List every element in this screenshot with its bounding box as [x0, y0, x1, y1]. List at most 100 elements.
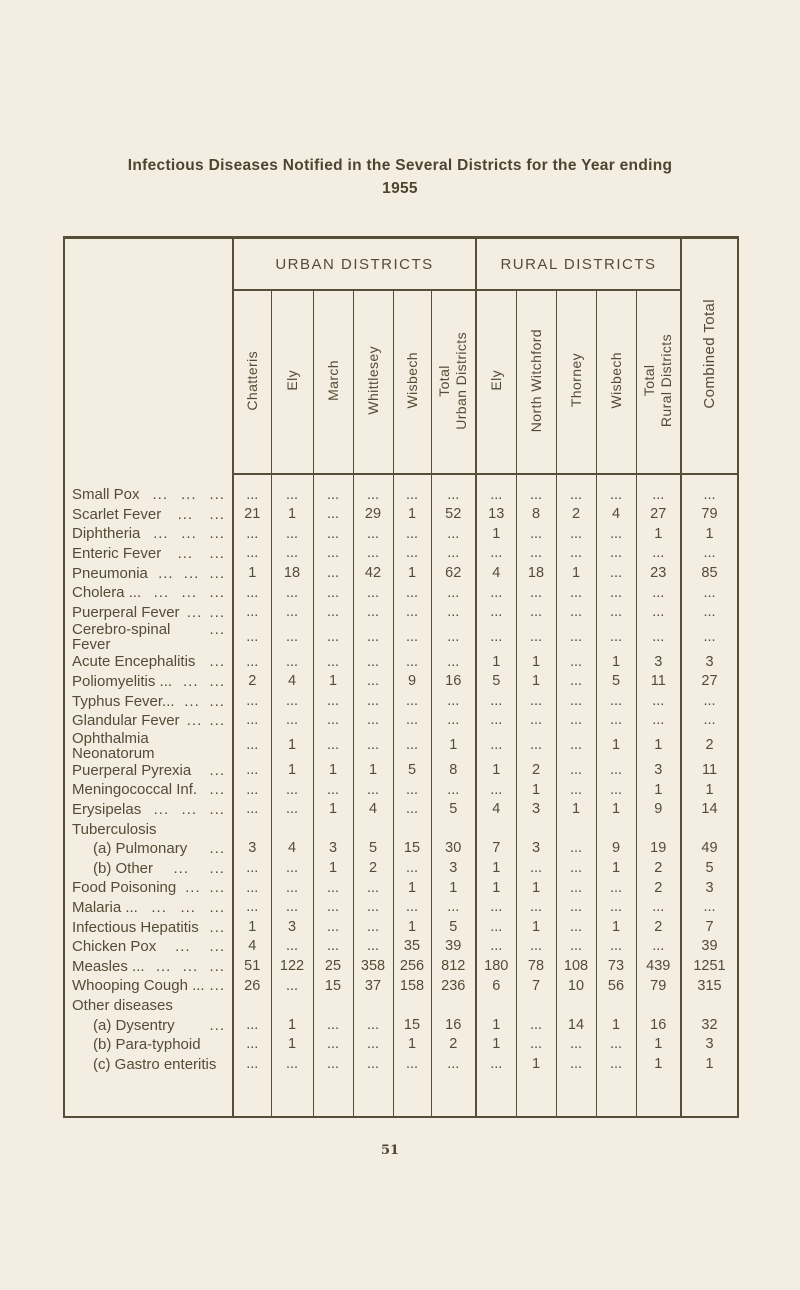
dot-leader: ... [177, 505, 194, 523]
data-cell-ely-rural: 1 [475, 878, 516, 898]
dot-leader: ... [209, 801, 225, 819]
data-cell-north-witchford: ... [515, 691, 556, 711]
table-row: Puerperal Pyrexia...... 1 1 1 5 8 1 2...... 3 11 [63, 760, 738, 781]
data-cell-whittlesey: ... [352, 1034, 393, 1055]
data-cell-march: ... [312, 563, 353, 583]
data-cell-chatteris: 1 [232, 563, 271, 583]
data-cell-north-witchford [515, 819, 556, 839]
column-header-label-north-witchford: North Witchford [527, 328, 544, 433]
data-cell-ely-rural: 13 [475, 504, 516, 525]
row-label-text: Erysipelas [72, 801, 142, 819]
data-cell-total-rural: ... [635, 710, 681, 731]
dot-leader: ... [186, 712, 203, 730]
table-row: Chicken Pox...... 4......... 35 39.........… [63, 936, 738, 957]
data-cell-total-urban: 3 [430, 858, 476, 879]
dot-leader: ... [209, 653, 225, 671]
data-cell-thorney: ... [555, 622, 596, 653]
data-cell-ely-urban: 1 [270, 504, 313, 525]
row-label-text: Chicken Pox [72, 938, 157, 956]
data-cell-wisbech-urban: 1 [392, 878, 431, 898]
data-cell-combined-total: 39 [680, 936, 738, 957]
dot-leader: ... [209, 545, 225, 563]
table-row: (a) Dysentry...... 1...... 15 16 1... 14 1 16 32 [63, 1015, 738, 1035]
dot-leader: ... [158, 564, 174, 582]
data-cell-march: 1 [312, 671, 353, 692]
disease-label-cell [63, 1074, 233, 1118]
data-cell-total-urban: ... [430, 543, 476, 564]
data-cell-total-rural: 27 [635, 504, 681, 525]
data-cell-ely-rural: 1 [475, 760, 516, 781]
data-cell-total-rural: 1 [635, 524, 681, 544]
disease-label-cell: Chicken Pox...... [63, 936, 233, 957]
disease-label: Small Pox......... [72, 487, 225, 502]
disease-label-cell: Meningococcal Inf.... [63, 780, 233, 800]
disease-label: Measles ............ [72, 959, 225, 974]
data-cell-wisbech-rural: ... [595, 760, 636, 781]
data-cell-ely-rural: 5 [475, 671, 516, 692]
data-cell-ely-rural: 4 [475, 563, 516, 583]
data-cell-whittlesey: ... [352, 730, 393, 761]
disease-label: Enteric Fever...... [72, 546, 225, 561]
data-cell-ely-rural: 7 [475, 838, 516, 859]
row-label-text: Malaria ... [72, 898, 138, 916]
data-cell-total-urban: 236 [430, 976, 476, 996]
data-cell-ely-urban: 122 [270, 956, 313, 977]
data-cell-total-rural [635, 1074, 681, 1118]
data-cell-whittlesey: 2 [352, 858, 393, 879]
rural-districts-group-header: RURAL DISTRICTS [475, 237, 681, 291]
data-cell-ely-urban: ... [270, 474, 313, 505]
infectious-diseases-table: URBAN DISTRICTS RURAL DISTRICTS Combined… [63, 236, 739, 1119]
data-cell-thorney: ... [555, 1034, 596, 1055]
data-cell-wisbech-urban [392, 819, 431, 839]
data-cell-ely-rural: 1 [475, 652, 516, 672]
row-label-text: Typhus Fever... [72, 692, 175, 710]
data-cell-total-urban: ... [430, 897, 476, 918]
data-cell-wisbech-urban: 15 [392, 1015, 431, 1035]
data-cell-total-urban: 1 [430, 730, 476, 761]
data-cell-wisbech-rural: ... [595, 710, 636, 731]
data-cell-north-witchford: ... [515, 1034, 556, 1055]
row-label-text: Meningococcal Inf. [72, 781, 198, 799]
row-label-text: Ophthalmia Neonatorum [72, 729, 155, 762]
data-cell-total-urban [430, 995, 476, 1016]
data-cell-march: 1 [312, 858, 353, 879]
table-row: Malaria ................................… [63, 897, 738, 918]
data-cell-march: ... [312, 917, 353, 937]
data-cell-total-rural: ... [635, 622, 681, 653]
dot-leader: ... [153, 525, 169, 543]
row-label-text: Glandular Fever [72, 712, 180, 730]
data-cell-north-witchford: 1 [515, 917, 556, 937]
data-cell-ely-urban: ... [270, 652, 313, 672]
row-label-text: Poliomyelitis ... [72, 673, 173, 691]
data-cell-combined-total: 1 [680, 524, 738, 544]
column-header-label-ely-rural: Ely [487, 370, 504, 391]
data-cell-march: ... [312, 780, 353, 800]
dot-leader: ... [175, 938, 191, 956]
data-cell-ely-urban [270, 1074, 313, 1118]
data-cell-thorney: 2 [555, 504, 596, 525]
data-cell-whittlesey: ... [352, 936, 393, 957]
data-cell-chatteris: ... [232, 652, 271, 672]
data-cell-thorney: 1 [555, 799, 596, 820]
data-cell-wisbech-urban: ... [392, 602, 431, 623]
data-cell-wisbech-rural: 1 [595, 652, 636, 672]
column-header-ely-urban: Ely [270, 290, 313, 475]
data-cell-total-urban: 2 [430, 1034, 476, 1055]
disease-label-cell: Cholera ............ [63, 582, 233, 603]
data-cell-combined-total: 1 [680, 780, 738, 800]
page-number: 51 [380, 1143, 400, 1158]
data-cell-total-urban: ... [430, 474, 476, 505]
data-cell-combined-total: ... [680, 897, 738, 918]
table-row: Meningococcal Inf.......................… [63, 780, 738, 800]
data-cell-total-urban: 812 [430, 956, 476, 977]
table-row: Poliomyelitis ......... 2 4 1... 9 16 5 1... 5 11… [63, 671, 738, 692]
report-title: Infectious Diseases Notified in the Seve… [127, 157, 673, 174]
data-cell-chatteris: 3 [232, 838, 271, 859]
data-cell-total-urban: 62 [430, 563, 476, 583]
data-cell-total-urban: ... [430, 602, 476, 623]
data-cell-ely-urban: ... [270, 858, 313, 879]
data-cell-chatteris [232, 995, 271, 1016]
data-cell-wisbech-rural [595, 819, 636, 839]
data-cell-chatteris: ... [232, 780, 271, 800]
dot-leader: ... [209, 505, 225, 523]
